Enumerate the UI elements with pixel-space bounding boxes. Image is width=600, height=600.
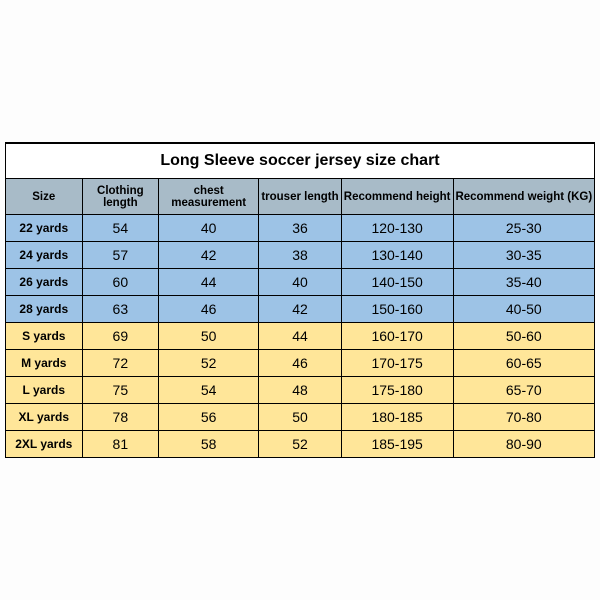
table-cell: 25-30 (453, 215, 594, 242)
table-cell: 42 (159, 242, 259, 269)
table-row: L yards755448175-18065-70 (6, 377, 595, 404)
table-cell: 81 (82, 431, 159, 458)
table-cell: 28 yards (6, 296, 83, 323)
table-cell: 52 (159, 350, 259, 377)
table-cell: 2XL yards (6, 431, 83, 458)
table-cell: 42 (259, 296, 341, 323)
table-row: 24 yards574238130-14030-35 (6, 242, 595, 269)
table-cell: 40 (159, 215, 259, 242)
col-trouser: trouser length (259, 179, 341, 215)
table-row: M yards725246170-17560-65 (6, 350, 595, 377)
table-body: 22 yards544036120-13025-3024 yards574238… (6, 215, 595, 458)
table-cell: 50 (259, 404, 341, 431)
table-row: 28 yards634642150-16040-50 (6, 296, 595, 323)
table-cell: 44 (259, 323, 341, 350)
table-cell: 180-185 (341, 404, 453, 431)
table-cell: 26 yards (6, 269, 83, 296)
table-cell: 36 (259, 215, 341, 242)
table-cell: 60 (82, 269, 159, 296)
table-cell: 75 (82, 377, 159, 404)
table-cell: 44 (159, 269, 259, 296)
table-cell: 78 (82, 404, 159, 431)
table-row: XL yards785650180-18570-80 (6, 404, 595, 431)
table-cell: 54 (82, 215, 159, 242)
table-cell: 130-140 (341, 242, 453, 269)
table-cell: XL yards (6, 404, 83, 431)
table-cell: 60-65 (453, 350, 594, 377)
table-cell: L yards (6, 377, 83, 404)
table-cell: 50-60 (453, 323, 594, 350)
size-chart: Long Sleeve soccer jersey size chart Siz… (5, 142, 595, 458)
table-cell: 65-70 (453, 377, 594, 404)
table-cell: 40-50 (453, 296, 594, 323)
col-chest: chest measurement (159, 179, 259, 215)
table-cell: M yards (6, 350, 83, 377)
table-cell: 57 (82, 242, 159, 269)
table-cell: 175-180 (341, 377, 453, 404)
title-row: Long Sleeve soccer jersey size chart (6, 143, 595, 179)
table-cell: 63 (82, 296, 159, 323)
table-cell: 30-35 (453, 242, 594, 269)
table-cell: S yards (6, 323, 83, 350)
table-cell: 46 (159, 296, 259, 323)
table-cell: 70-80 (453, 404, 594, 431)
table-row: 26 yards604440140-15035-40 (6, 269, 595, 296)
table-cell: 22 yards (6, 215, 83, 242)
table-cell: 58 (159, 431, 259, 458)
table-cell: 170-175 (341, 350, 453, 377)
col-size: Size (6, 179, 83, 215)
table-cell: 80-90 (453, 431, 594, 458)
table-cell: 150-160 (341, 296, 453, 323)
table-title: Long Sleeve soccer jersey size chart (6, 143, 595, 179)
table-cell: 185-195 (341, 431, 453, 458)
col-height: Recommend height (341, 179, 453, 215)
table-cell: 120-130 (341, 215, 453, 242)
table-row: S yards695044160-17050-60 (6, 323, 595, 350)
table-cell: 56 (159, 404, 259, 431)
col-length: Clothing length (82, 179, 159, 215)
header-row: Size Clothing length chest measurement t… (6, 179, 595, 215)
table-cell: 48 (259, 377, 341, 404)
table-cell: 52 (259, 431, 341, 458)
size-table: Long Sleeve soccer jersey size chart Siz… (5, 142, 595, 458)
table-cell: 69 (82, 323, 159, 350)
table-cell: 35-40 (453, 269, 594, 296)
table-cell: 24 yards (6, 242, 83, 269)
table-cell: 40 (259, 269, 341, 296)
table-cell: 46 (259, 350, 341, 377)
table-cell: 50 (159, 323, 259, 350)
table-cell: 54 (159, 377, 259, 404)
col-weight: Recommend weight (KG) (453, 179, 594, 215)
table-row: 2XL yards815852185-19580-90 (6, 431, 595, 458)
table-row: 22 yards544036120-13025-30 (6, 215, 595, 242)
table-cell: 160-170 (341, 323, 453, 350)
table-cell: 72 (82, 350, 159, 377)
table-cell: 38 (259, 242, 341, 269)
table-cell: 140-150 (341, 269, 453, 296)
